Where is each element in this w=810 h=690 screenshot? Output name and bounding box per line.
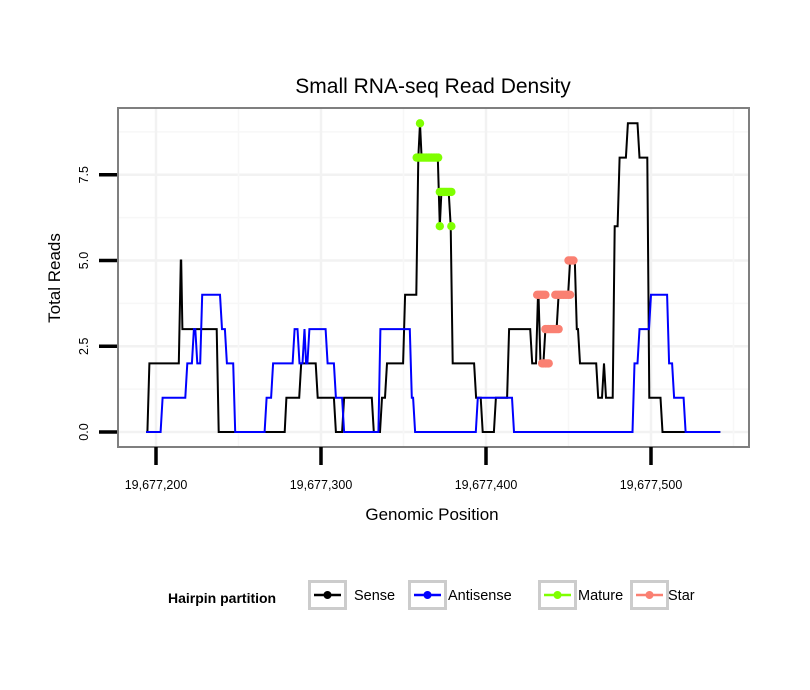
plot-panel xyxy=(118,108,749,447)
x-tick-label: 19,677,300 xyxy=(290,478,353,492)
series-layer xyxy=(146,119,721,433)
y-tick-label: 0.0 xyxy=(77,423,91,440)
series-points-star xyxy=(532,256,578,368)
legend-key-dot xyxy=(423,591,432,599)
data-point-mature xyxy=(435,222,444,231)
legend-item-star: Star xyxy=(630,580,695,610)
y-axis-title: Total Reads xyxy=(45,233,64,323)
data-point-star xyxy=(541,290,550,299)
x-tick-label: 19,677,500 xyxy=(620,478,683,492)
legend-item-sense: Sense xyxy=(308,580,395,610)
series-line-antisense xyxy=(146,293,721,433)
chart-title: Small RNA-seq Read Density xyxy=(295,75,571,98)
legend-label: Antisense xyxy=(448,588,512,604)
legend-label: Sense xyxy=(354,588,395,604)
legend-item-antisense: Antisense xyxy=(408,580,512,610)
data-point-mature xyxy=(415,119,425,128)
legend-title: Hairpin partition xyxy=(168,590,276,606)
series-points-mature xyxy=(412,119,456,231)
y-axis: 0.0 2.5 5.0 7.5 xyxy=(77,166,117,441)
x-tick-label: 19,677,400 xyxy=(455,478,518,492)
legend-key-dot xyxy=(323,591,332,599)
x-axis-title: Genomic Position xyxy=(365,505,498,524)
legend-key-dot xyxy=(645,591,654,599)
data-point-star xyxy=(554,324,563,334)
data-point-star xyxy=(544,359,553,368)
data-point-star xyxy=(565,290,575,299)
legend: Hairpin partition Sense Antisense Mature St… xyxy=(168,580,695,610)
x-axis: 19,677,200 19,677,300 19,677,400 19,677,500 xyxy=(125,447,683,492)
x-tick-label: 19,677,200 xyxy=(125,478,188,492)
panel-border xyxy=(117,107,750,448)
legend-label: Star xyxy=(668,588,695,604)
legend-key-dot xyxy=(553,591,562,599)
series-line-sense xyxy=(146,122,721,433)
y-tick-label: 7.5 xyxy=(77,166,91,183)
data-point-mature xyxy=(447,187,456,197)
data-point-star xyxy=(569,256,578,265)
data-point-mature xyxy=(433,153,443,162)
y-tick-label: 5.0 xyxy=(77,252,91,269)
legend-item-mature: Mature xyxy=(538,580,623,610)
legend-label: Mature xyxy=(578,588,623,604)
data-point-mature xyxy=(447,222,456,231)
y-tick-label: 2.5 xyxy=(77,338,91,355)
